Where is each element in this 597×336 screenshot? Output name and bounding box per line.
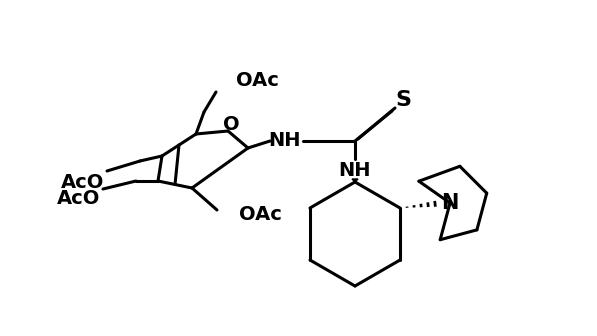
Text: AcO: AcO: [61, 173, 104, 193]
Text: OAc: OAc: [239, 206, 282, 224]
Text: S: S: [395, 90, 411, 110]
Text: AcO: AcO: [57, 190, 100, 209]
Polygon shape: [352, 179, 358, 182]
Text: O: O: [223, 115, 239, 133]
Text: N: N: [441, 193, 458, 213]
Text: NH: NH: [269, 131, 301, 151]
Text: OAc: OAc: [236, 71, 279, 89]
Text: NH: NH: [338, 162, 371, 180]
